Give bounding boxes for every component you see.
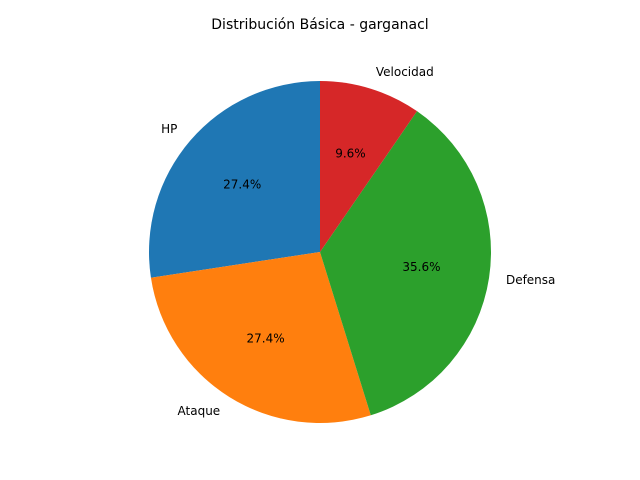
pie-slice-defensa: [320, 111, 491, 416]
pie-slice-ataque: [150, 252, 371, 423]
pie-slices: [149, 81, 491, 423]
slice-label-velocidad: Velocidad: [376, 65, 434, 79]
slice-percent-defensa: 35.6%: [402, 260, 440, 274]
pie-labels: HP 27.4% Ataque 27.4% Defensa 35.6% Velocidad 9…: [161, 65, 555, 418]
slice-label-defensa: Defensa: [506, 273, 555, 287]
slice-label-ataque: Ataque: [178, 404, 221, 418]
slice-label-hp: HP: [161, 122, 177, 136]
pie-slice-velocidad: [320, 81, 418, 252]
pie-slice-hp: [149, 81, 320, 278]
slice-percent-hp: 27.4%: [223, 178, 261, 192]
slice-percent-ataque: 27.4%: [247, 331, 285, 345]
chart-title: Distribución Básica - garganacl: [211, 17, 428, 33]
slice-percent-velocidad: 9.6%: [335, 147, 366, 161]
